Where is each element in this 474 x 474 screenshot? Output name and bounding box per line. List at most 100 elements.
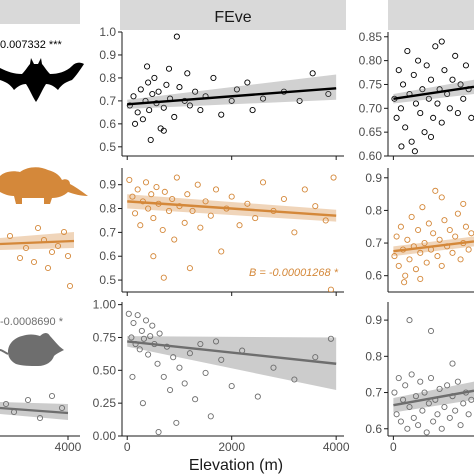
right-mammal-y-tick-label: 0.7 xyxy=(365,236,382,250)
FEve-mammal-point xyxy=(142,179,150,186)
FEve-bat-point xyxy=(309,70,316,77)
FEve-mammal-point xyxy=(236,222,243,229)
left-rodent-point xyxy=(2,400,10,408)
FEve-bat-y-tick-label: 0.7 xyxy=(99,94,116,108)
FEve-rodent-point xyxy=(228,383,235,390)
FEve-bat-y-tick-label: 1.0 xyxy=(99,25,116,39)
right-bat-point xyxy=(449,76,456,83)
right-rodent-point xyxy=(427,375,435,382)
right-mammal-point xyxy=(454,210,461,217)
right-rodent-point xyxy=(441,403,448,411)
right-bat-trend-line xyxy=(393,85,474,100)
FEve-bat-point xyxy=(134,109,141,116)
FEve-mammal-point xyxy=(132,210,139,217)
FEve-rodent-point xyxy=(139,400,146,407)
right-mammal-point xyxy=(421,240,428,247)
left-rodent-trend-line xyxy=(0,406,69,415)
FEve-rodent-x-tick-label: 2000 xyxy=(218,440,245,454)
right-strip-header xyxy=(388,0,474,30)
right-mammal-point xyxy=(408,213,415,220)
armadillo-silhouette xyxy=(0,167,88,204)
FEve-bat-point xyxy=(192,88,199,95)
FEve-mammal-point xyxy=(291,229,298,236)
FEve-bat-panel: 0.5 0.6 0.7 0.8 0.9 1.0 xyxy=(99,25,344,160)
left-mammal-point xyxy=(66,282,74,290)
right-mammal-point xyxy=(441,217,448,224)
FEve-rodent-point xyxy=(170,354,177,361)
right-bat-panel: 0.60 0.65 0.70 0.75 0.80 0.85 xyxy=(359,30,474,163)
FEve-mammal-point xyxy=(259,179,267,186)
FEve-mammal-point xyxy=(159,226,166,234)
right-bat-point xyxy=(427,76,435,83)
FEve-bat-point xyxy=(244,79,251,86)
right-bat-point xyxy=(419,86,426,93)
FEve-rodent-point xyxy=(173,419,180,426)
right-bat-point xyxy=(452,52,459,59)
strip-header xyxy=(120,0,346,30)
right-mammal-y-tick-label: 0.9 xyxy=(365,171,382,185)
right-mammal-point xyxy=(438,262,445,269)
FEve-rodent-point xyxy=(181,380,188,387)
right-rodent-point xyxy=(406,403,413,411)
right-mammal-point xyxy=(423,259,430,266)
FEve-rodent-point xyxy=(254,393,261,400)
right-mammal-y-tick-label: 0.6 xyxy=(365,269,382,283)
FEve-mammal-point xyxy=(244,200,251,207)
FEve-bat-point xyxy=(139,116,146,123)
FEve-rodent-point xyxy=(312,354,319,361)
FEve-mammal-point xyxy=(202,198,209,205)
right-bat-point xyxy=(412,100,420,107)
FEve-bat-point xyxy=(210,74,217,81)
FEve-bat-point xyxy=(233,86,240,93)
FEve-mammal-point xyxy=(207,212,214,219)
FEve-bat-y-tick-label: 0.6 xyxy=(99,117,116,131)
strip-title: FEve xyxy=(214,9,251,26)
right-bat-point xyxy=(397,105,404,112)
right-mammal-point xyxy=(412,266,420,273)
right-rodent-point xyxy=(423,429,430,436)
right-bat-point xyxy=(398,143,405,150)
right-bat-point xyxy=(402,124,409,131)
right-rodent-point xyxy=(449,360,456,367)
right-bat-point xyxy=(460,95,467,102)
FEve-rodent-y-tick-label: 0.25 xyxy=(93,396,117,410)
FEve-bat-point xyxy=(149,90,156,98)
FEve-mammal-point xyxy=(171,236,178,243)
left-rodent-point xyxy=(36,414,44,422)
right-mammal-point xyxy=(406,256,413,263)
FEve-rodent-point xyxy=(291,376,298,383)
right-rodent-point xyxy=(415,422,422,429)
FEve-rodent-y-tick-label: 0.50 xyxy=(93,363,117,377)
left-panel-marks xyxy=(0,224,80,440)
FEve-bat-point xyxy=(145,79,152,86)
right-bat-point xyxy=(427,133,435,140)
right-bat-point xyxy=(434,100,441,107)
FEve-bat-point xyxy=(146,107,153,114)
left-mammal-point xyxy=(16,254,24,262)
right-rodent-x-tick-label: 0 xyxy=(390,440,397,454)
FEve-bat-point xyxy=(325,90,332,98)
right-rodent-point xyxy=(408,371,415,378)
right-bat-point xyxy=(421,129,428,136)
right-rodent-point xyxy=(397,418,404,425)
right-rodent-point xyxy=(460,400,467,407)
FEve-bat-point xyxy=(249,107,256,114)
left-rodent-point xyxy=(10,408,18,416)
FEve-bat-point xyxy=(186,102,193,109)
right-rodent-y-tick-label: 0.8 xyxy=(365,349,382,363)
left-mammal-point xyxy=(60,228,68,236)
FEve-rodent-point xyxy=(212,338,220,345)
FEve-rodent-point xyxy=(145,351,152,358)
left-rodent-point xyxy=(58,404,66,412)
FEve-rodent-point xyxy=(142,317,150,324)
right-mammal-point xyxy=(434,253,441,260)
right-bat-point xyxy=(441,67,448,74)
right-rodent-point xyxy=(391,389,398,396)
right-rodent-y-tick-label: 0.6 xyxy=(365,422,382,436)
FEve-bat-point xyxy=(132,120,139,127)
FEve-bat-point xyxy=(144,63,151,70)
right-rodent-point xyxy=(434,411,441,418)
FEve-rodent-confidence-band xyxy=(127,336,337,391)
right-bat-point xyxy=(404,48,411,55)
